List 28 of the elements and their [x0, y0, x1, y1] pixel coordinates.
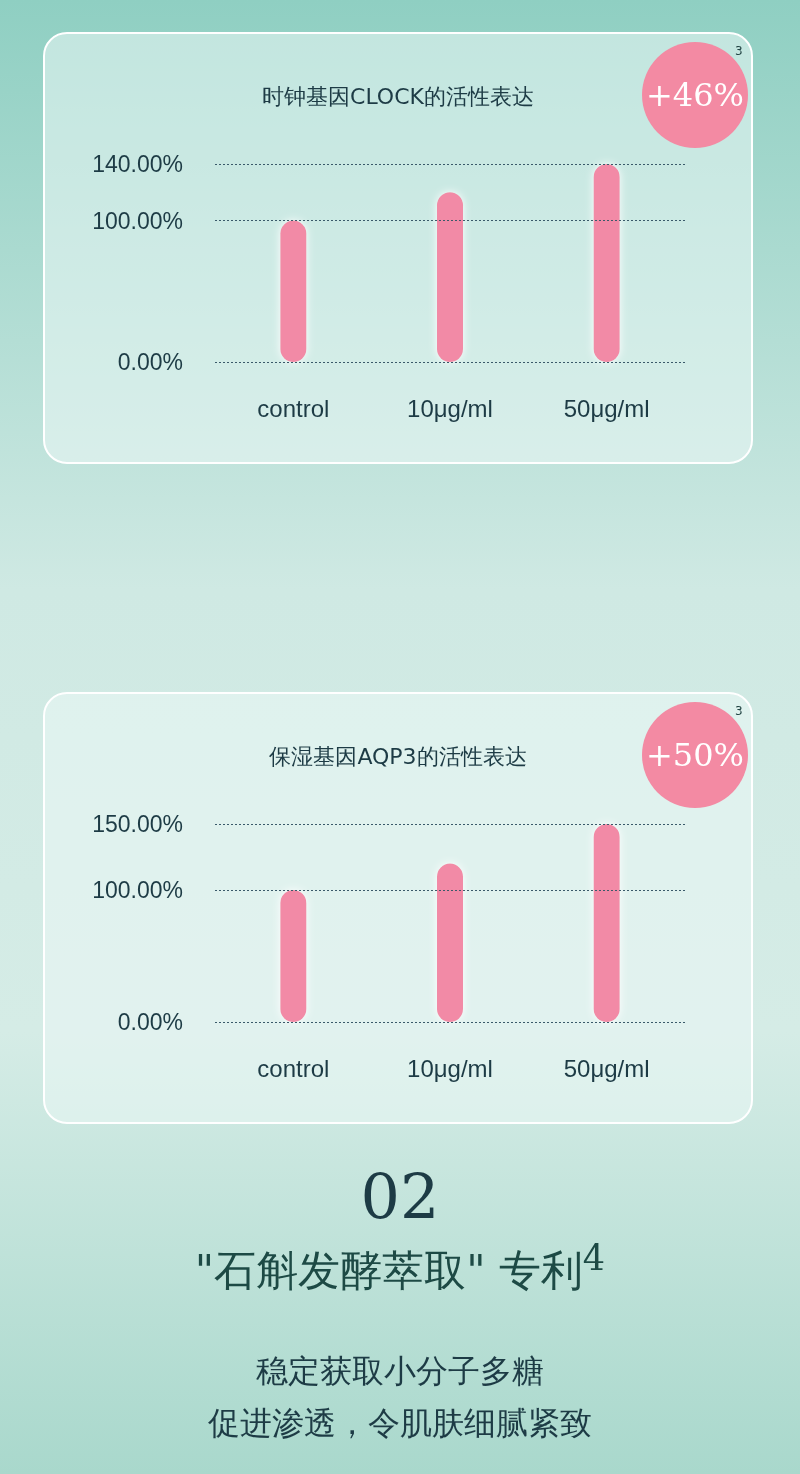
text: 3	[735, 704, 743, 718]
y-tick-label: 150.00%	[92, 811, 183, 837]
x-tick-label: 10μg/ml	[407, 394, 493, 422]
x-tick-label: 50μg/ml	[563, 394, 650, 422]
text: +46%	[646, 76, 744, 114]
bar	[593, 824, 620, 1022]
text: 稳定获取小分子多糖	[255, 1351, 545, 1392]
bar	[593, 164, 620, 362]
x-tick-label: 10μg/ml	[407, 1054, 493, 1082]
text: 3	[735, 44, 743, 58]
bar	[437, 863, 463, 1022]
y-tick-label: 140.00%	[92, 151, 183, 177]
text: "石斛发酵萃取" 专利$^{4}$	[193, 1238, 607, 1297]
y-tick-label: 0.00%	[117, 1009, 183, 1035]
y-tick-label: 0.00%	[117, 349, 183, 375]
bar	[280, 890, 307, 1022]
text: +50%	[646, 736, 744, 774]
text: 促进渗透，令肌肤细腻紧致	[207, 1403, 593, 1444]
bar	[437, 192, 463, 362]
x-tick-label: control	[257, 1054, 330, 1082]
y-tick-label: 100.00%	[92, 207, 183, 234]
bar	[280, 220, 307, 362]
x-tick-label: control	[257, 394, 330, 422]
chart-title: 时钟基因CLOCK的活性表达	[262, 83, 534, 109]
x-tick-label: 50μg/ml	[563, 1054, 650, 1082]
text: 02	[359, 1160, 441, 1233]
y-tick-label: 100.00%	[92, 877, 183, 903]
chart-title: 保湿基因AQP3的活性表达	[269, 743, 527, 769]
